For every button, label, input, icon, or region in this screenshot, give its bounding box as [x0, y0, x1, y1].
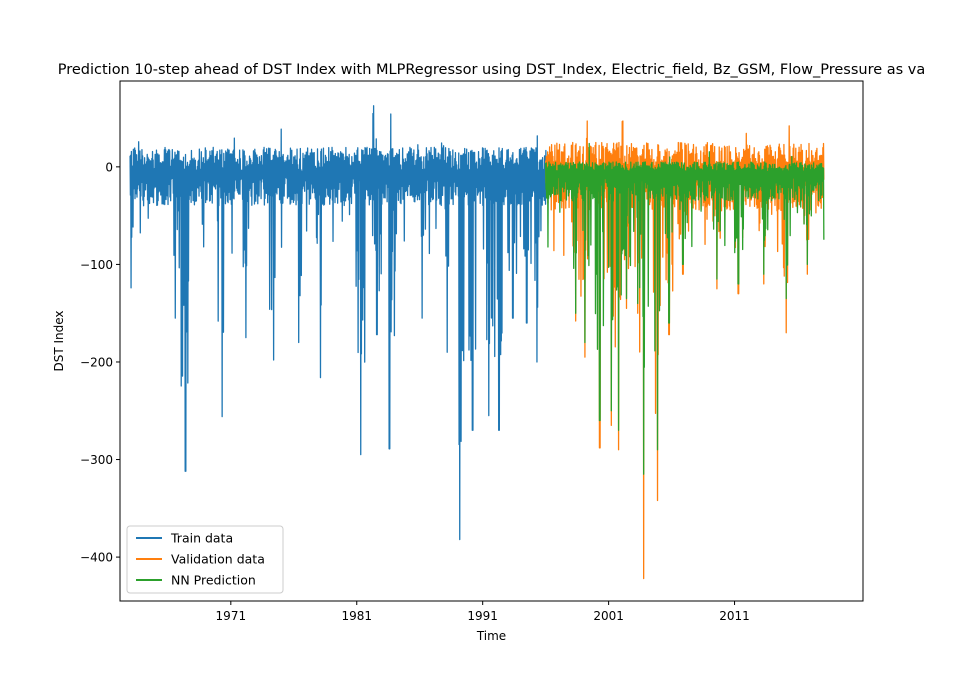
y-tick-label: −100 — [80, 258, 113, 272]
y-tick-label: −400 — [80, 551, 113, 565]
y-axis-label: DST Index — [52, 310, 66, 371]
legend-label: NN Prediction — [171, 573, 256, 588]
legend[interactable]: Train data Validation data NN Prediction — [126, 525, 284, 594]
y-tick-label: −200 — [80, 355, 113, 369]
plot-area — [119, 80, 864, 602]
legend-box — [126, 525, 284, 594]
y-tick-label: 0 — [105, 160, 113, 174]
axes-frame — [119, 80, 864, 602]
x-axis-label: Time — [476, 629, 506, 643]
series-layer — [129, 105, 825, 580]
x-tick-label: 2011 — [719, 609, 750, 623]
x-axis: 1971 1981 1991 2001 2011 — [216, 601, 750, 623]
y-tick-label: −300 — [80, 453, 113, 467]
x-tick-label: 1971 — [216, 609, 247, 623]
series-line-train-data — [129, 105, 548, 541]
x-tick-label: 1991 — [467, 609, 498, 623]
y-axis: 0 −100 −200 −300 −400 — [80, 160, 120, 565]
x-tick-label: 1981 — [341, 609, 372, 623]
legend-label: Validation data — [171, 552, 265, 567]
series-line-nn-prediction — [545, 142, 825, 475]
x-tick-label: 2001 — [593, 609, 624, 623]
legend-label: Train data — [170, 531, 233, 546]
chart-title: Prediction 10-step ahead of DST Index wi… — [58, 62, 926, 78]
